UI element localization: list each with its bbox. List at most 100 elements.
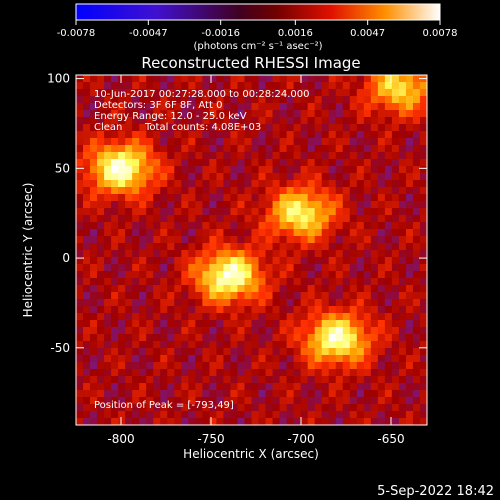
heatmap-cell [251,229,259,237]
heatmap-cell [377,348,386,356]
heatmap-cell [195,145,203,153]
heatmap-cell [398,75,407,83]
heatmap-cell [104,264,112,272]
heatmap-cell [419,229,427,237]
heatmap-cell [265,285,273,293]
heatmap-cell [321,96,330,104]
heatmap-cell [146,362,154,370]
heatmap-cell [321,187,330,195]
heatmap-cell [181,75,189,83]
heatmap-cell [76,103,84,111]
heatmap-cell [321,159,330,167]
heatmap-cell [349,348,358,356]
heatmap-cell [377,257,386,265]
heatmap-cell [412,313,421,321]
heatmap-cell [321,166,330,174]
heatmap-cell [279,138,287,146]
heatmap-cell [265,390,273,398]
heatmap-cell [349,397,358,405]
heatmap-cell [412,299,421,307]
heatmap-cell [356,397,365,405]
heatmap-cell [258,362,266,370]
heatmap-cell [307,215,316,223]
heatmap-cell [251,96,259,104]
heatmap-cell [370,103,379,111]
heatmap-cell [258,152,266,160]
heatmap-cell [398,264,407,272]
heatmap-cell [223,236,231,244]
heatmap-cell [405,411,414,419]
heatmap-cell [405,383,414,391]
y-axis-label: Heliocentric Y (arcsec) [21,183,35,318]
heatmap-cell [132,103,140,111]
heatmap-cell [279,82,287,90]
heatmap-cell [244,390,252,398]
heatmap-cell [153,75,161,83]
heatmap-cell [104,96,112,104]
heatmap-cell [314,292,323,300]
heatmap-cell [90,341,98,349]
heatmap-cell [314,89,323,97]
heatmap-cell [314,397,323,405]
heatmap-cell [216,355,224,363]
heatmap-cell [286,187,295,195]
heatmap-cell [146,138,154,146]
heatmap-cell [328,264,337,272]
heatmap-cell [405,306,414,314]
heatmap-cell [321,411,330,419]
heatmap-cell [398,411,407,419]
heatmap-cell [97,145,105,153]
heatmap-cell [76,222,84,230]
heatmap-cell [419,89,427,97]
heatmap-cell [202,348,210,356]
heatmap-cell [167,138,175,146]
heatmap-cell [391,208,400,216]
heatmap-cell [83,320,91,328]
heatmap-cell [132,117,140,125]
heatmap-cell [314,355,323,363]
heatmap-cell [167,152,175,160]
heatmap-cell [216,320,224,328]
heatmap-cell [370,271,379,279]
heatmap-cell [83,383,91,391]
heatmap-cell [279,243,287,251]
heatmap-cell [272,152,280,160]
heatmap-cell [335,355,344,363]
heatmap-cell [356,159,365,167]
heatmap-cell [146,222,154,230]
heatmap-cell [300,89,309,97]
heatmap-cell [104,299,112,307]
heatmap-cell [111,96,119,104]
heatmap-cell [356,229,365,237]
heatmap-cell [202,341,210,349]
heatmap-cell [104,222,112,230]
heatmap-cell [279,96,287,104]
heatmap-cell [230,264,238,272]
heatmap-cell [279,152,287,160]
heatmap-cell [384,96,393,104]
heatmap-cell [104,82,112,90]
heatmap-cell [111,390,119,398]
heatmap-cell [111,166,119,174]
heatmap-cell [391,159,400,167]
heatmap-cell [90,243,98,251]
heatmap-cell [209,243,217,251]
heatmap-cell [279,159,287,167]
heatmap-cell [83,243,91,251]
heatmap-cell [300,222,309,230]
heatmap-cell [195,236,203,244]
heatmap-cell [216,278,224,286]
heatmap-cell [167,299,175,307]
heatmap-cell [356,96,365,104]
heatmap-cell [251,236,259,244]
heatmap-cell [188,117,196,125]
heatmap-cell [377,292,386,300]
heatmap-cell [188,159,196,167]
heatmap-cell [258,124,266,132]
heatmap-cell [349,418,358,425]
heatmap-cell [279,341,287,349]
heatmap-cell [314,82,323,90]
heatmap-cell [83,418,91,425]
heatmap-cell [195,418,203,425]
heatmap-cell [230,348,238,356]
